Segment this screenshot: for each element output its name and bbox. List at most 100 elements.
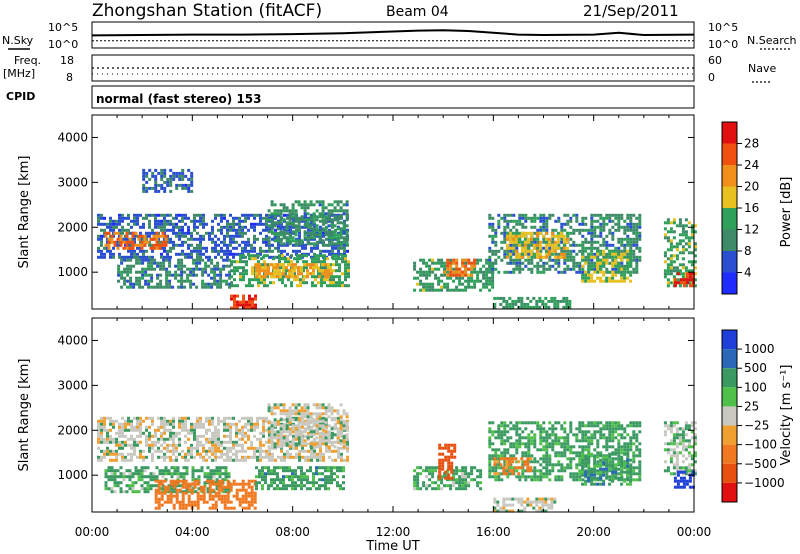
- data-cell: [106, 452, 109, 456]
- data-cell: [669, 230, 673, 234]
- data-cell: [113, 490, 117, 494]
- data-cell: [131, 243, 135, 247]
- data-cell: [678, 218, 682, 222]
- data-cell: [273, 215, 277, 219]
- data-cell: [458, 267, 462, 271]
- data-cell: [107, 246, 111, 250]
- data-cell: [346, 458, 349, 462]
- data-cell: [285, 469, 288, 473]
- freq-lines: [92, 67, 694, 75]
- data-cell: [164, 234, 168, 238]
- data-cell: [569, 225, 573, 229]
- data-cell: [679, 278, 683, 282]
- data-cell: [267, 439, 271, 443]
- data-cell: [232, 458, 235, 462]
- data-cell: [590, 240, 594, 244]
- data-cell: [425, 288, 429, 292]
- data-cell: [232, 440, 235, 444]
- data-cell: [691, 281, 695, 285]
- data-cell: [342, 475, 345, 479]
- data-cell: [340, 446, 343, 450]
- data-cell: [309, 236, 313, 240]
- data-cell: [444, 455, 448, 459]
- data-cell: [199, 488, 203, 492]
- data-cell: [288, 269, 291, 273]
- data-cell: [294, 218, 298, 222]
- data-cell: [518, 264, 522, 268]
- data-cell: [142, 183, 146, 187]
- data-cell: [164, 472, 168, 476]
- data-cell: [245, 300, 248, 304]
- data-cell: [512, 261, 516, 265]
- data-cell: [190, 488, 194, 492]
- data-cell: [620, 213, 624, 217]
- data-cell: [264, 466, 267, 470]
- data-cell: [312, 403, 316, 407]
- data-cell: [306, 478, 309, 482]
- data-cell: [620, 258, 624, 262]
- data-cell: [136, 416, 139, 420]
- data-cell: [136, 419, 139, 423]
- data-cell: [235, 434, 238, 438]
- data-cell: [330, 221, 334, 225]
- data-cell: [291, 203, 295, 207]
- data-cell: [202, 491, 206, 495]
- data-cell: [681, 272, 685, 276]
- data-cell: [289, 225, 292, 229]
- data-cell: [318, 415, 322, 419]
- data-cell: [315, 472, 318, 476]
- data-cell: [145, 171, 149, 175]
- data-cell: [147, 267, 151, 271]
- data-cell: [168, 270, 172, 274]
- data-cell: [169, 443, 172, 447]
- data-cell: [431, 282, 435, 286]
- data-cell: [205, 500, 209, 504]
- data-cell: [294, 239, 298, 243]
- data-cell: [282, 269, 285, 273]
- data-cell: [453, 449, 457, 453]
- data-cell: [122, 478, 126, 482]
- data-cell: [587, 264, 591, 268]
- data-cell: [223, 243, 226, 247]
- data-cell: [306, 224, 310, 228]
- data-cell: [158, 472, 162, 476]
- data-cell: [190, 452, 193, 456]
- data-cell: [503, 219, 507, 223]
- data-cell: [121, 422, 124, 426]
- data-cell: [533, 216, 537, 220]
- data-cell: [251, 297, 254, 301]
- data-cell: [297, 430, 301, 434]
- data-cell: [238, 216, 241, 220]
- data-cell: [514, 302, 518, 306]
- data-cell: [259, 213, 262, 217]
- data-cell: [190, 500, 194, 504]
- data-cell: [503, 255, 507, 259]
- data-cell: [247, 240, 250, 244]
- data-cell: [116, 237, 120, 241]
- data-cell: [260, 257, 263, 261]
- data-cell: [181, 485, 185, 489]
- data-cell: [524, 216, 528, 220]
- data-cell: [539, 249, 543, 253]
- data-cell: [163, 246, 166, 250]
- data-cell: [675, 266, 679, 270]
- data-cell: [154, 494, 158, 498]
- data-cell: [295, 452, 298, 456]
- data-cell: [303, 263, 306, 267]
- data-cell: [294, 412, 298, 416]
- data-cell: [494, 436, 498, 440]
- data-cell: [150, 276, 154, 280]
- data-cell: [593, 264, 597, 268]
- data-cell: [321, 424, 325, 428]
- data-cell: [273, 263, 276, 267]
- data-cell: [203, 475, 207, 479]
- data-cell: [172, 506, 176, 510]
- data-cell: [110, 487, 114, 491]
- data-cell: [232, 452, 235, 456]
- data-cell: [170, 466, 174, 470]
- data-cell: [479, 258, 483, 262]
- data-cell: [133, 446, 136, 450]
- data-cell: [314, 275, 317, 279]
- data-cell: [559, 299, 563, 303]
- data-cell: [244, 422, 247, 426]
